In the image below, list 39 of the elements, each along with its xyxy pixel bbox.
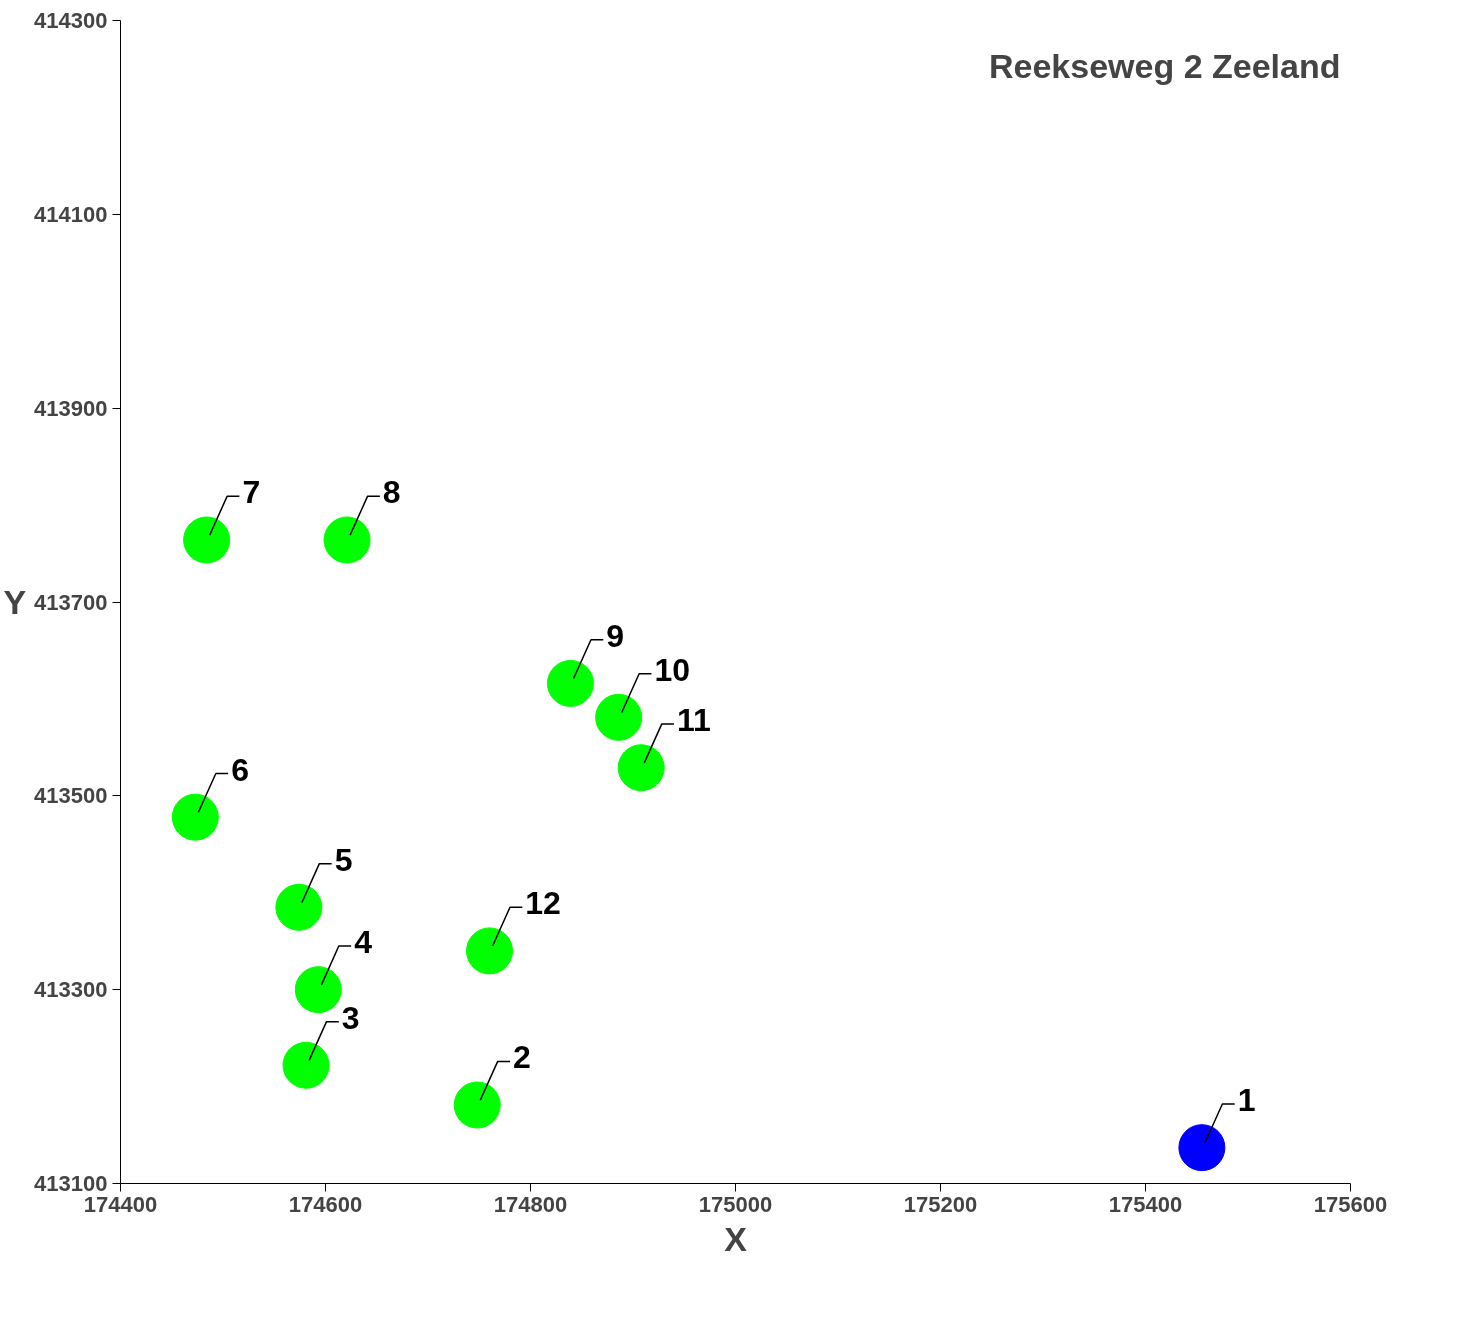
y-tick-label: 414100 — [34, 201, 108, 227]
x-tick-label: 175400 — [1108, 1191, 1183, 1217]
annotation: 4 — [354, 924, 373, 961]
point — [171, 793, 219, 841]
annotation: 11 — [677, 702, 711, 739]
annotation: 1 — [1237, 1082, 1256, 1119]
point — [1178, 1124, 1226, 1172]
x-tick-label: 175000 — [698, 1191, 773, 1217]
y-tick-label: 413900 — [34, 395, 108, 421]
x-tick-label: 174800 — [493, 1191, 568, 1217]
point — [183, 516, 231, 564]
y-axis-title: Y — [3, 583, 27, 621]
annotation: 6 — [231, 751, 249, 788]
point — [546, 659, 594, 707]
x-tick-label: 174600 — [288, 1191, 363, 1217]
y-tick-label: 414300 — [34, 8, 108, 33]
annotation: 2 — [513, 1039, 531, 1076]
x-tick-label: 175200 — [903, 1191, 978, 1217]
annotation: 8 — [382, 474, 401, 511]
annotation: 7 — [242, 474, 261, 511]
annotation: 10 — [654, 651, 691, 688]
y-tick-label: 413700 — [34, 589, 108, 615]
annotation: 3 — [341, 999, 360, 1036]
point — [275, 883, 323, 931]
text: Reekseweg 2 Zeeland — [989, 46, 1341, 85]
annotation: 12 — [525, 885, 561, 922]
y-tick-label: 413500 — [34, 783, 108, 809]
x-axis-title: X — [724, 1219, 748, 1258]
point — [294, 966, 342, 1014]
point — [323, 516, 371, 564]
point — [466, 927, 513, 975]
point — [282, 1041, 330, 1089]
y-tick-label: 413300 — [34, 977, 108, 1003]
point — [617, 744, 665, 792]
point — [453, 1081, 501, 1129]
x-tick-label: 175600 — [1313, 1191, 1388, 1217]
annotation: 9 — [606, 617, 625, 654]
point — [595, 693, 643, 741]
annotation: 5 — [334, 841, 353, 878]
